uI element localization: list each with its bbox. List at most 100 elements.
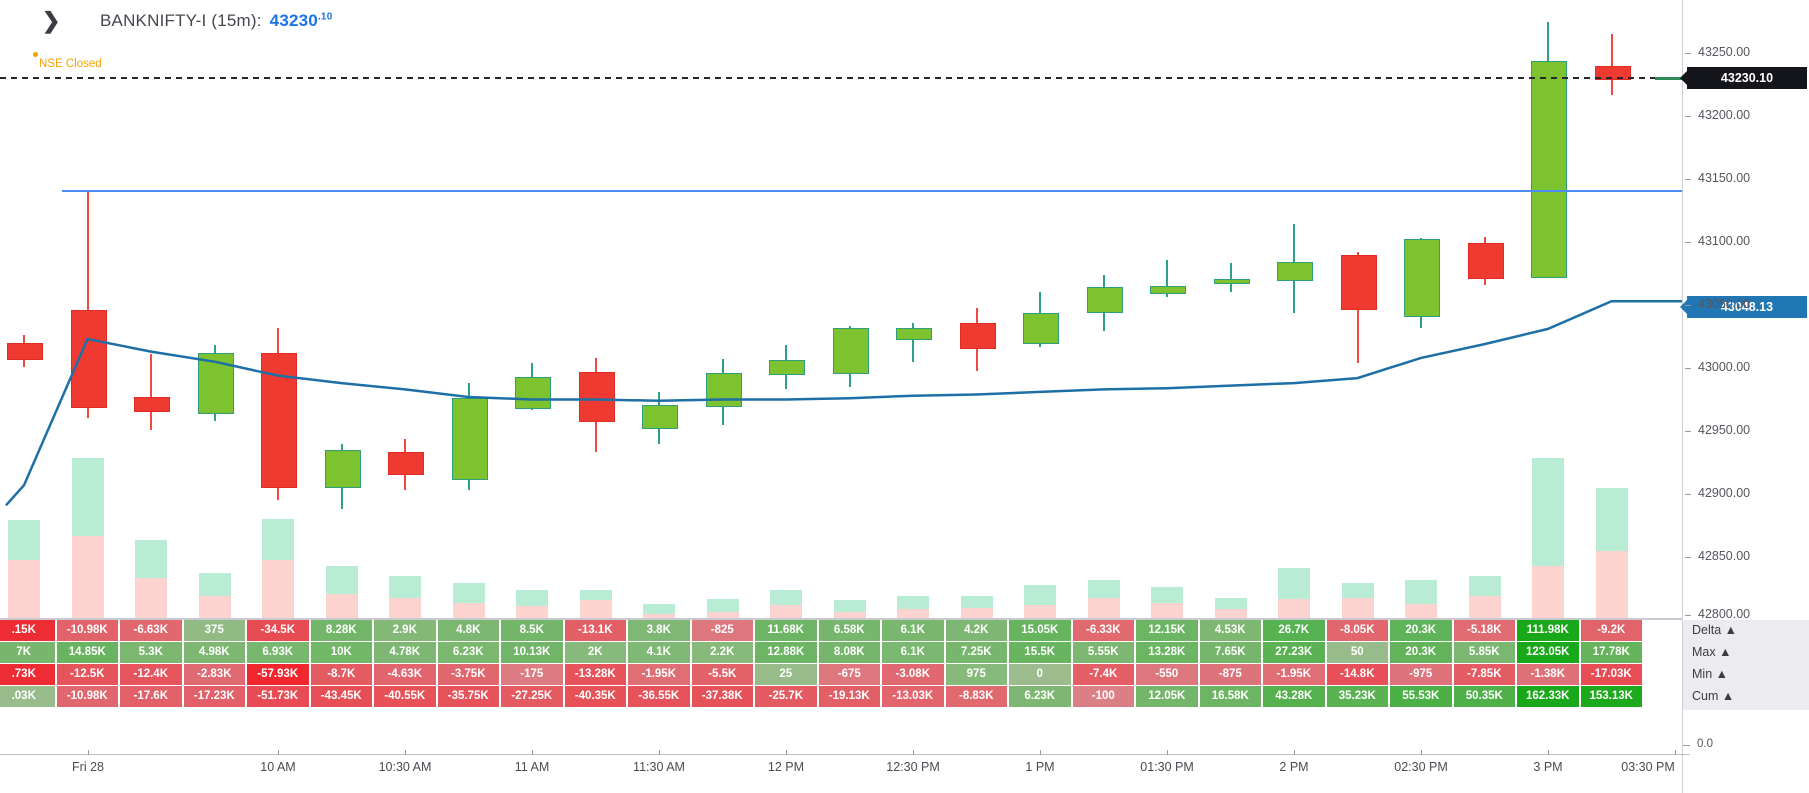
table-cell-max: 27.23K bbox=[1263, 642, 1325, 663]
table-cell-max: 50 bbox=[1326, 642, 1388, 663]
market-status-label: NSE Closed bbox=[39, 58, 102, 70]
table-cell-cum: -25.7K bbox=[755, 686, 817, 707]
table-cell-max: 7.65K bbox=[1199, 642, 1261, 663]
table-cell-delta: -825 bbox=[691, 620, 753, 641]
table-cell-min: -7.85K bbox=[1453, 664, 1515, 685]
time-tick-label: 03:30 PM bbox=[1621, 760, 1675, 774]
table-cell-cum: -43.45K bbox=[310, 686, 372, 707]
table-cell-min: -1.38K bbox=[1517, 664, 1579, 685]
time-tick bbox=[1294, 750, 1295, 755]
table-cell-cum: -27.25K bbox=[501, 686, 563, 707]
table-cell-delta: 8.28K bbox=[310, 620, 372, 641]
table-row-label-delta[interactable]: Delta ▲ bbox=[1692, 623, 1738, 637]
table-cell-delta: 26.7K bbox=[1263, 620, 1325, 641]
table-cell-delta: 4.2K bbox=[945, 620, 1007, 641]
table-cell-delta: 6.58K bbox=[818, 620, 880, 641]
table-cell-max: 6.93K bbox=[247, 642, 309, 663]
table-cell-delta: -9.2K bbox=[1580, 620, 1642, 641]
ma-price-badge: 43048.13 bbox=[1680, 296, 1807, 318]
candle-body bbox=[388, 452, 424, 475]
table-row-label-cum[interactable]: Cum ▲ bbox=[1692, 689, 1735, 703]
table-cell-max: 7K bbox=[0, 642, 55, 663]
time-tick-label: 02:30 PM bbox=[1394, 760, 1448, 774]
table-cell-max: 14.85K bbox=[56, 642, 118, 663]
candle-body bbox=[7, 342, 43, 360]
volume-bar-sell bbox=[516, 606, 548, 618]
candle-body bbox=[1340, 254, 1377, 310]
price-tick-label: 42950.00 bbox=[1698, 423, 1751, 437]
volume-bar-sell bbox=[71, 536, 104, 618]
table-cell-min: -5.5K bbox=[691, 664, 753, 685]
table-cell-max: 6.1K bbox=[882, 642, 944, 663]
table-cell-cum: -8.83K bbox=[945, 686, 1007, 707]
market-status-dot-icon bbox=[33, 52, 38, 57]
table-cell-max: 6.23K bbox=[437, 642, 499, 663]
price-tick bbox=[1685, 53, 1691, 54]
time-tick bbox=[913, 750, 914, 755]
candle-body bbox=[451, 398, 488, 480]
candle-body bbox=[1404, 239, 1440, 318]
volume-bar-sell bbox=[135, 578, 167, 618]
time-tick-label: 1 PM bbox=[1025, 760, 1055, 774]
table-cell-cum: 43.28K bbox=[1263, 686, 1325, 707]
table-cell-cum: -13.03K bbox=[882, 686, 944, 707]
volume-bar-sell bbox=[1595, 551, 1628, 618]
table-cell-delta: 4.53K bbox=[1199, 620, 1261, 641]
table-cell-min: -17.03K bbox=[1580, 664, 1642, 685]
time-tick bbox=[405, 750, 406, 755]
price-tick bbox=[1685, 368, 1691, 369]
time-tick-label: 12:30 PM bbox=[886, 760, 940, 774]
candle-body bbox=[578, 371, 615, 422]
candle-body bbox=[1023, 312, 1059, 344]
price-tick-label: 43100.00 bbox=[1698, 234, 1751, 248]
table-cell-cum: -35.75K bbox=[437, 686, 499, 707]
price-tick-label: 43200.00 bbox=[1698, 108, 1751, 122]
expand-chevron-icon[interactable]: ❯ bbox=[42, 8, 61, 33]
table-cell-min: -2.83K bbox=[183, 664, 245, 685]
volume-bar-sell bbox=[960, 608, 993, 618]
table-cell-max: 13.28K bbox=[1136, 642, 1198, 663]
price-axis[interactable]: 43230.10 43048.13 43250.00 43200.00 43150.… bbox=[1680, 0, 1809, 621]
time-tick-label: 11 AM bbox=[514, 760, 550, 774]
volume-bar-sell bbox=[1087, 598, 1120, 618]
table-cell-min: 0 bbox=[1009, 664, 1071, 685]
volume-bar-sell bbox=[1024, 605, 1056, 618]
time-axis[interactable]: Fri 28 10 AM 10:30 AM 11 AM 11:30 AM 12 PM 12:… bbox=[0, 750, 1809, 793]
symbol-title: BANKNIFTY-I (15m): 43230.10 bbox=[100, 11, 332, 31]
volume-zero-label: 0.0 bbox=[1697, 738, 1713, 750]
table-cell-cum: -17.6K bbox=[120, 686, 182, 707]
time-tick bbox=[278, 750, 279, 755]
price-tick-label: 43050.00 bbox=[1698, 297, 1751, 311]
volume-bar-sell bbox=[1278, 599, 1310, 618]
table-cell-min: -975 bbox=[1390, 664, 1452, 685]
time-tick bbox=[532, 750, 533, 755]
price-tick-label: 43000.00 bbox=[1698, 360, 1751, 374]
horizontal-level-line bbox=[62, 190, 1682, 192]
table-row-label-strip: Delta ▲ Max ▲ Min ▲ Cum ▲ bbox=[1683, 620, 1809, 710]
table-row-label-min[interactable]: Min ▲ bbox=[1692, 667, 1728, 681]
price-tick-label: 43150.00 bbox=[1698, 171, 1751, 185]
table-cell-delta: -8.05K bbox=[1326, 620, 1388, 641]
last-price-dashed-line bbox=[0, 77, 1682, 79]
candle-body bbox=[324, 449, 361, 489]
time-tick-label: 12 PM bbox=[767, 760, 805, 774]
table-cell-min: -1.95K bbox=[628, 664, 690, 685]
table-cell-min: -7.4K bbox=[1072, 664, 1134, 685]
table-row-label-max[interactable]: Max ▲ bbox=[1692, 645, 1732, 659]
time-tick bbox=[1040, 750, 1041, 755]
price-tick-label: 42900.00 bbox=[1698, 486, 1751, 500]
price-tick-label: 43250.00 bbox=[1698, 45, 1751, 59]
last-price-badge: 43230.10 bbox=[1680, 67, 1807, 89]
table-cell-max: 5.85K bbox=[1453, 642, 1515, 663]
table-cell-delta: 375 bbox=[183, 620, 245, 641]
candle-wick bbox=[1229, 263, 1232, 293]
chart-canvas[interactable] bbox=[0, 0, 1682, 755]
table-cell-max: 8.08K bbox=[818, 642, 880, 663]
volume-bar-sell bbox=[8, 560, 40, 618]
table-cell-cum: -10.98K bbox=[56, 686, 118, 707]
table-top-separator bbox=[0, 618, 1682, 620]
table-cell-delta: 2.9K bbox=[374, 620, 436, 641]
table-cell-delta: 8.5K bbox=[501, 620, 563, 641]
price-tick bbox=[1685, 242, 1691, 243]
volume-bar-sell bbox=[389, 598, 421, 618]
